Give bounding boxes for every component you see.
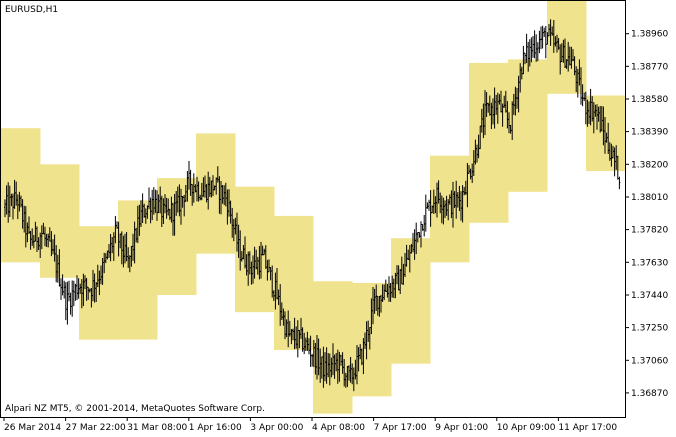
y-tick-label: 1.38390 (631, 128, 668, 138)
ohlc-bar (618, 176, 621, 190)
y-tick-label: 1.38960 (631, 30, 668, 40)
y-tick-label: 1.38200 (631, 160, 668, 170)
y-tick-label: 1.37630 (631, 258, 668, 268)
range-band (391, 238, 431, 364)
y-tick-label: 1.37820 (631, 226, 668, 236)
x-tick-label: 10 Apr 09:00 (497, 423, 556, 433)
range-band (157, 178, 197, 295)
y-tick-label: 1.37250 (631, 324, 668, 334)
copyright-footer: Alpari NZ MT5, © 2001-2014, MetaQuotes S… (5, 404, 265, 414)
x-tick-label: 31 Mar 08:00 (127, 423, 187, 433)
y-tick-label: 1.37060 (631, 356, 668, 366)
x-tick-label: 26 Mar 2014 (4, 423, 61, 433)
x-tick-label: 9 Apr 01:00 (435, 423, 488, 433)
plot-frame (0, 0, 626, 418)
x-tick-label: 1 Apr 16:00 (189, 423, 242, 433)
y-tick-label: 1.38010 (631, 193, 668, 203)
range-band (274, 215, 314, 350)
x-tick-label: 27 Mar 22:00 (66, 423, 126, 433)
y-tick-label: 1.36870 (631, 389, 668, 399)
y-tick-label: 1.38770 (631, 62, 668, 72)
price-bars (4, 19, 621, 392)
range-band (508, 59, 548, 192)
y-tick-label: 1.37440 (631, 291, 668, 301)
range-band (430, 155, 470, 263)
x-tick-label: 3 Apr 00:00 (250, 423, 303, 433)
x-tick-label: 11 Apr 17:00 (558, 423, 617, 433)
x-tick-label: 4 Apr 08:00 (312, 423, 365, 433)
chart-title: EURUSD,H1 (5, 5, 58, 15)
x-axis: 26 Mar 2014 27 Mar 22:00 31 Mar 08:00 1 Apr… (3, 417, 617, 433)
x-tick-label: 7 Apr 17:00 (374, 423, 427, 433)
y-tick-label: 1.38580 (631, 95, 668, 105)
y-axis: 1.38960 1.38770 1.38580 1.38390 1.38200 1.380… (625, 30, 668, 399)
